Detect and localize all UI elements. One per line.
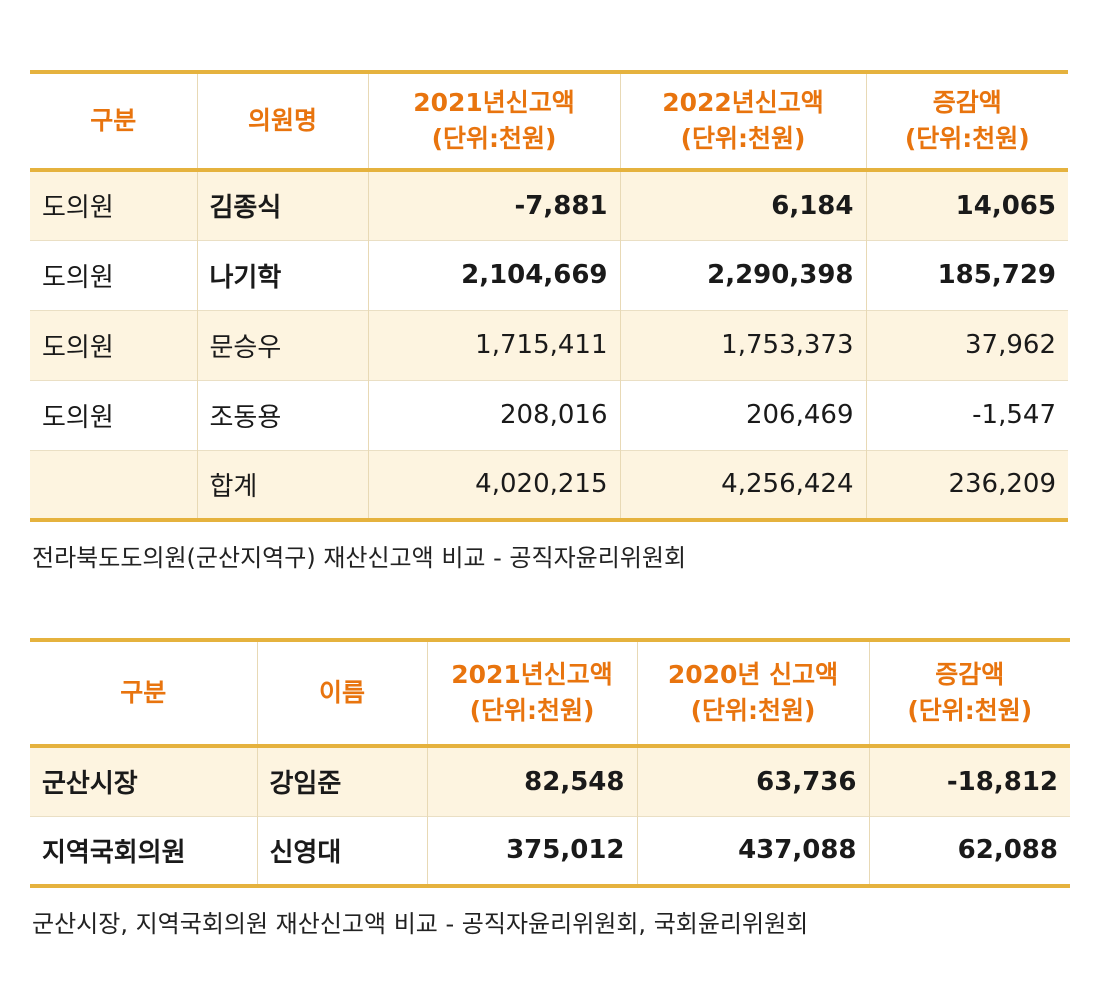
header-2021: 2021년신고액 (단위:천원) <box>367 72 620 170</box>
table-row: 도의원 김종식 -7,881 6,184 14,065 <box>30 170 1068 240</box>
cell-2021: -7,881 <box>367 170 620 240</box>
cell-change: 62,088 <box>868 816 1070 886</box>
cell-category: 도의원 <box>42 262 114 293</box>
table-row: 도의원 나기학 2,104,669 2,290,398 185,729 <box>30 240 1068 310</box>
cell-name: 합계 <box>196 450 368 520</box>
header-category: 구분 <box>120 678 167 707</box>
cell-2022: 1,753,373 <box>619 310 866 380</box>
cell-category: 도의원 <box>30 170 197 240</box>
header-name: 의원명 <box>196 72 368 170</box>
cell-change: 185,729 <box>865 240 1068 310</box>
cell-category: 도의원 <box>42 402 114 433</box>
cell-name: 김종식 <box>196 170 368 240</box>
cell-category <box>30 450 197 520</box>
cell-2022: 4,256,424 <box>619 450 866 520</box>
header-2020-label: 2020년 신고액 <box>667 660 839 689</box>
header-change: 증감액 (단위:천원) <box>865 72 1068 170</box>
table-row: 군산시장 강임준 82,548 63,736 -18,812 <box>30 746 1070 816</box>
header-2022-label: 2022년신고액 <box>662 88 824 117</box>
header-name: 이름 <box>256 640 427 746</box>
header-unit: (단위:천원) <box>469 696 595 725</box>
cell-name: 조동용 <box>196 380 368 450</box>
table-row-total: 합계 4,020,215 4,256,424 236,209 <box>30 450 1068 520</box>
cell-change: 37,962 <box>865 310 1068 380</box>
header-2021-label: 2021년신고액 <box>413 88 575 117</box>
header-change-label: 증감액 <box>935 660 1005 689</box>
cell-change: -18,812 <box>868 746 1070 816</box>
table-row: 도의원 조동용 208,016 206,469 -1,547 <box>30 380 1068 450</box>
cell-name: 문승우 <box>196 310 368 380</box>
cell-2021: 4,020,215 <box>367 450 620 520</box>
header-unit: (단위:천원) <box>904 124 1030 153</box>
table2-caption: 군산시장, 지역국회의원 재산신고액 비교 - 공직자윤리위원회, 국회윤리위원… <box>32 910 809 938</box>
table-row: 도의원 문승우 1,715,411 1,753,373 37,962 <box>30 310 1068 380</box>
cell-2022: 2,290,398 <box>619 240 866 310</box>
table-header-row: 구분 의원명 2021년신고액 (단위:천원) 2022년신고액 (단위:천원) 증… <box>30 72 1068 170</box>
header-2020: 2020년 신고액 (단위:천원) <box>636 640 869 746</box>
asset-table-officials: 구분 이름 2021년신고액 (단위:천원) 2020년 신고액 (단위:천원) 증… <box>30 638 1070 888</box>
cell-2020: 437,088 <box>636 816 869 886</box>
cell-name: 나기학 <box>196 240 368 310</box>
cell-2021: 208,016 <box>367 380 620 450</box>
header-unit: (단위:천원) <box>680 124 806 153</box>
cell-category: 지역국회의원 <box>42 837 186 868</box>
cell-2022: 206,469 <box>619 380 866 450</box>
cell-2022: 6,184 <box>619 170 866 240</box>
header-2021: 2021년신고액 (단위:천원) <box>426 640 637 746</box>
header-unit: (단위:천원) <box>690 696 816 725</box>
header-2021-label: 2021년신고액 <box>451 660 613 689</box>
header-unit: (단위:천원) <box>431 124 557 153</box>
header-change: 증감액 (단위:천원) <box>868 640 1070 746</box>
header-change-label: 증감액 <box>932 88 1002 117</box>
cell-category: 군산시장 <box>30 746 257 816</box>
table-header-row: 구분 이름 2021년신고액 (단위:천원) 2020년 신고액 (단위:천원) 증… <box>30 640 1070 746</box>
cell-2020: 63,736 <box>636 746 869 816</box>
cell-change: -1,547 <box>865 380 1068 450</box>
cell-change: 14,065 <box>865 170 1068 240</box>
header-category: 구분 <box>90 106 137 135</box>
asset-table-council: 구분 의원명 2021년신고액 (단위:천원) 2022년신고액 (단위:천원) 증… <box>30 70 1068 522</box>
cell-2021: 1,715,411 <box>367 310 620 380</box>
cell-2021: 2,104,669 <box>367 240 620 310</box>
header-unit: (단위:천원) <box>907 696 1033 725</box>
header-2022: 2022년신고액 (단위:천원) <box>619 72 866 170</box>
cell-change: 236,209 <box>865 450 1068 520</box>
cell-name: 신영대 <box>256 816 427 886</box>
table-row: 지역국회의원 신영대 375,012 437,088 62,088 <box>30 816 1070 886</box>
cell-2021: 82,548 <box>426 746 637 816</box>
cell-category: 도의원 <box>30 310 197 380</box>
cell-2021: 375,012 <box>426 816 637 886</box>
cell-name: 강임준 <box>256 746 427 816</box>
table1-caption: 전라북도도의원(군산지역구) 재산신고액 비교 - 공직자윤리위원회 <box>32 544 687 572</box>
